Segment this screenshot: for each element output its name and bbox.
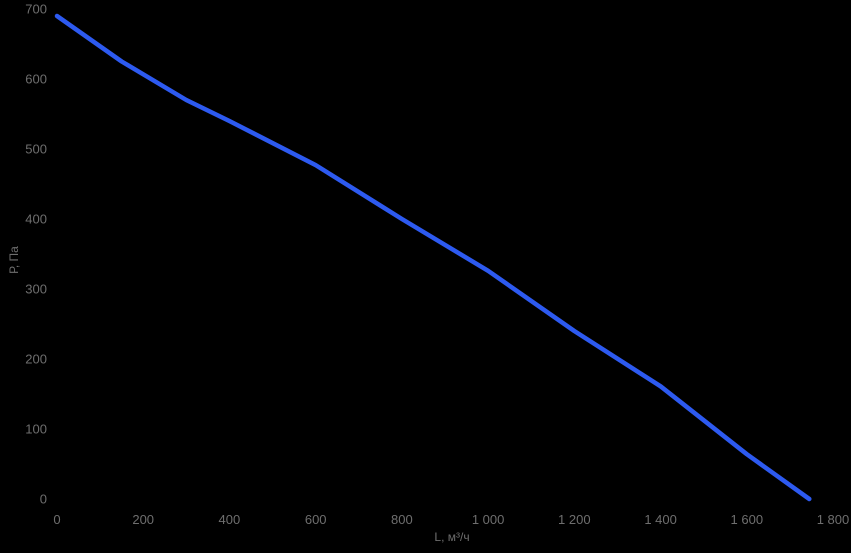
y-axis-tick-label: 0 (40, 492, 47, 507)
chart-curve (54, 13, 812, 502)
x-axis: 0 200 400 600 800 1 000 1 200 1 400 1 600 1 800 L… (53, 512, 849, 544)
x-axis-tick-label: 1 800 (817, 512, 850, 527)
y-axis: 0 100 200 300 400 500 600 700 Р, Па (7, 2, 47, 507)
y-axis-tick-label: 400 (25, 212, 47, 227)
y-axis-tick-label: 200 (25, 352, 47, 367)
x-axis-tick-label: 1 600 (731, 512, 764, 527)
x-axis-ticks: 0 200 400 600 800 1 000 1 200 1 400 1 600 1 800 (53, 512, 849, 527)
y-axis-tick-label: 600 (25, 72, 47, 87)
x-axis-tick-label: 200 (132, 512, 154, 527)
x-axis-title: L, м³/ч (434, 530, 469, 544)
x-axis-tick-label: 800 (391, 512, 413, 527)
x-axis-tick-label: 1 400 (644, 512, 677, 527)
x-axis-tick-label: 0 (53, 512, 60, 527)
y-axis-title: Р, Па (7, 246, 21, 274)
y-axis-ticks: 0 100 200 300 400 500 600 700 (25, 2, 47, 507)
x-axis-tick-label: 400 (219, 512, 241, 527)
x-axis-tick-label: 1 000 (472, 512, 505, 527)
y-axis-tick-label: 700 (25, 2, 47, 17)
x-axis-tick-label: 600 (305, 512, 327, 527)
y-axis-tick-label: 300 (25, 282, 47, 297)
x-axis-tick-label: 1 200 (558, 512, 591, 527)
y-axis-tick-label: 500 (25, 142, 47, 157)
plot-area (54, 13, 812, 502)
y-axis-tick-label: 100 (25, 422, 47, 437)
